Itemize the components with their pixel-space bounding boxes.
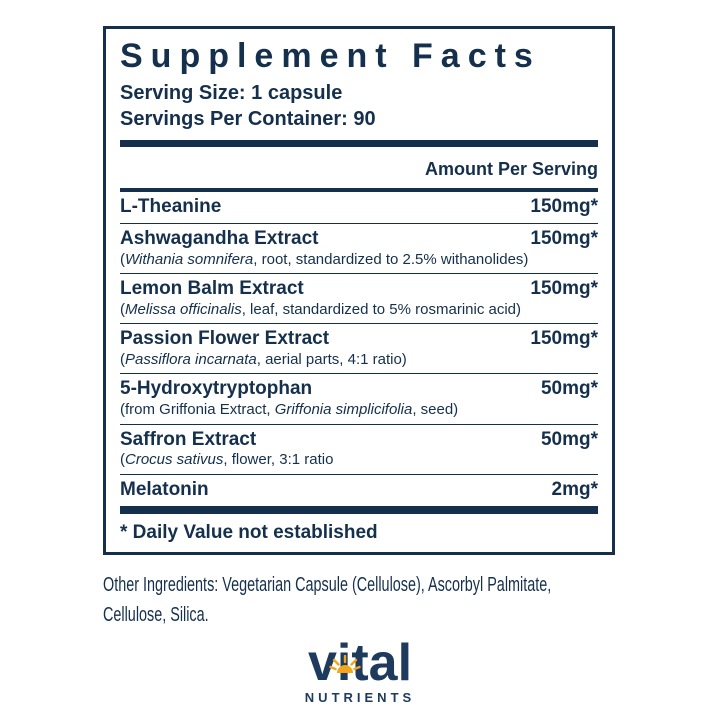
ingredient-amount: 150mg* (530, 227, 598, 249)
ingredient-row: L-Theanine 150mg* (120, 192, 598, 224)
ingredient-amount: 150mg* (530, 278, 598, 300)
other-ingredients: Other Ingredients: Vegetarian Capsule (C… (103, 570, 551, 630)
ingredient-detail: (Withania somnifera, root, standardized … (120, 250, 529, 268)
serving-size: Serving Size: 1 capsule (120, 82, 343, 105)
panel-title: Supplement Facts (120, 37, 541, 75)
daily-value-footnote: * Daily Value not established (120, 521, 378, 543)
other-ingredients-line: Cellulose, Silica. (103, 604, 209, 626)
ingredient-detail: (Melissa officinalis, leaf, standardized… (120, 301, 522, 318)
ingredient-row: Saffron Extract 50mg* (Crocus sativus, flo… (120, 425, 598, 475)
ingredient-detail: (from Griffonia Extract, Griffonia simpl… (120, 401, 459, 419)
supplement-facts-panel: Supplement Facts Serving Size: 1 capsule… (103, 26, 615, 555)
ingredient-row: Ashwagandha Extract 150mg* (Withania somni… (120, 224, 598, 275)
ingredient-name: Lemon Balm Extract (120, 278, 304, 300)
other-ingredients-line: Other Ingredients: Vegetarian Capsule (C… (103, 574, 552, 596)
ingredient-amount: 2mg* (551, 478, 598, 500)
ingredient-amount: 150mg* (530, 328, 598, 350)
ingredient-row: Melatonin 2mg* (120, 475, 598, 506)
ingredient-amount: 50mg* (540, 378, 598, 400)
ingredient-name: Passion Flower Extract (120, 328, 330, 350)
ingredient-detail: (Crocus sativus, flower, 3:1 ratio (120, 451, 334, 469)
brand-name: vital (307, 634, 413, 692)
ingredient-amount: 50mg* (540, 428, 598, 450)
divider-header (120, 188, 598, 193)
brand-wordmark: vital (308, 637, 412, 689)
ingredient-name: Saffron Extract (120, 428, 257, 450)
divider-heavy-bottom (120, 505, 598, 514)
ingredient-detail: (Passiflora incarnata, aerial parts, 4:1… (120, 351, 407, 369)
divider-heavy-top (120, 140, 598, 148)
brand-subtitle: NUTRIENTS (304, 690, 416, 705)
ingredient-row: Passion Flower Extract 150mg* (Passiflora … (120, 324, 598, 375)
ingredient-row: Lemon Balm Extract 150mg* (Melissa officin… (120, 274, 598, 325)
amount-per-serving-header: Amount Per Serving (424, 159, 598, 180)
sun-icon (329, 630, 361, 682)
ingredient-row: 5-Hydroxytryptophan 50mg* (from Griffonia … (120, 374, 598, 425)
ingredient-name: L-Theanine (120, 196, 222, 218)
ingredient-name: 5-Hydroxytryptophan (120, 378, 313, 400)
ingredient-name: Melatonin (120, 478, 209, 500)
ingredient-rows: L-Theanine 150mg* Ashwagandha Extract 150mg… (120, 192, 598, 505)
ingredient-amount: 150mg* (530, 196, 598, 218)
servings-per-container: Servings Per Container: 90 (120, 108, 376, 131)
brand-logo: vital NUTRIENTS (0, 637, 720, 705)
ingredient-name: Ashwagandha Extract (120, 227, 319, 249)
